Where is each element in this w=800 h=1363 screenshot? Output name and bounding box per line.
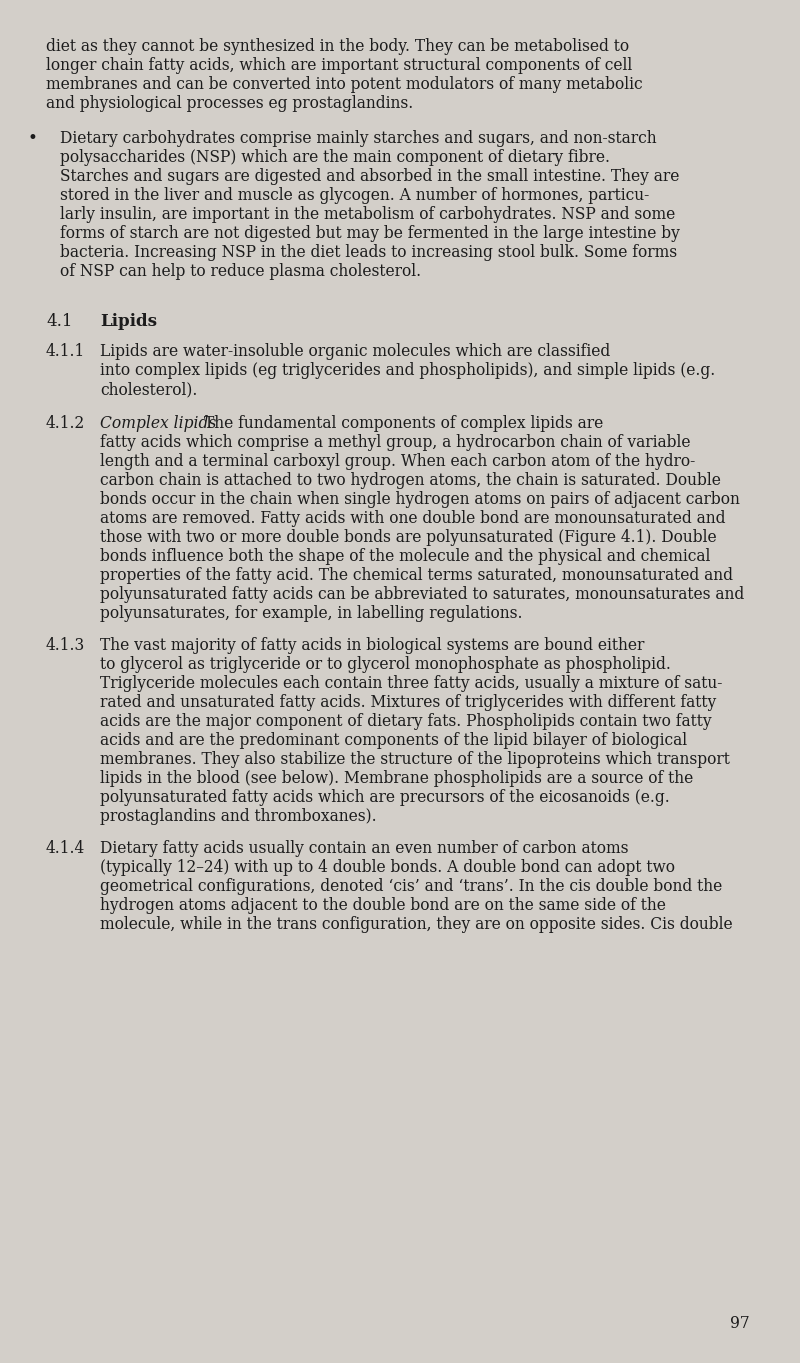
Text: rated and unsaturated fatty acids. Mixtures of triglycerides with different fatt: rated and unsaturated fatty acids. Mixtu… bbox=[100, 694, 716, 711]
Text: larly insulin, are important in the metabolism of carbohydrates. NSP and some: larly insulin, are important in the meta… bbox=[60, 206, 675, 224]
Text: to glycerol as triglyceride or to glycerol monophosphate as phospholipid.: to glycerol as triglyceride or to glycer… bbox=[100, 656, 671, 673]
Text: Dietary carbohydrates comprise mainly starches and sugars, and non-starch: Dietary carbohydrates comprise mainly st… bbox=[60, 129, 657, 147]
Text: atoms are removed. Fatty acids with one double bond are monounsaturated and: atoms are removed. Fatty acids with one … bbox=[100, 510, 726, 527]
Text: The fundamental components of complex lipids are: The fundamental components of complex li… bbox=[204, 414, 603, 432]
Text: Starches and sugars are digested and absorbed in the small intestine. They are: Starches and sugars are digested and abs… bbox=[60, 168, 679, 185]
Text: 4.1: 4.1 bbox=[46, 313, 73, 330]
Text: •: • bbox=[28, 129, 38, 147]
Text: Dietary fatty acids usually contain an even number of carbon atoms: Dietary fatty acids usually contain an e… bbox=[100, 840, 629, 857]
Text: bonds influence both the shape of the molecule and the physical and chemical: bonds influence both the shape of the mo… bbox=[100, 548, 710, 566]
Text: polyunsaturated fatty acids can be abbreviated to saturates, monounsaturates and: polyunsaturated fatty acids can be abbre… bbox=[100, 586, 744, 602]
Text: and physiological processes eg prostaglandins.: and physiological processes eg prostagla… bbox=[46, 95, 414, 112]
Text: membranes. They also stabilize the structure of the lipoproteins which transport: membranes. They also stabilize the struc… bbox=[100, 751, 730, 767]
Text: Lipids are water-insoluble organic molecules which are classified: Lipids are water-insoluble organic molec… bbox=[100, 343, 610, 360]
Text: lipids in the blood (see below). Membrane phospholipids are a source of the: lipids in the blood (see below). Membran… bbox=[100, 770, 694, 786]
Text: fatty acids which comprise a methyl group, a hydrocarbon chain of variable: fatty acids which comprise a methyl grou… bbox=[100, 433, 690, 451]
Text: prostaglandins and thromboxanes).: prostaglandins and thromboxanes). bbox=[100, 808, 377, 825]
Text: forms of starch are not digested but may be fermented in the large intestine by: forms of starch are not digested but may… bbox=[60, 225, 680, 243]
Text: Triglyceride molecules each contain three fatty acids, usually a mixture of satu: Triglyceride molecules each contain thre… bbox=[100, 675, 722, 692]
Text: length and a terminal carboxyl group. When each carbon atom of the hydro-: length and a terminal carboxyl group. Wh… bbox=[100, 453, 695, 470]
Text: 97: 97 bbox=[730, 1315, 750, 1332]
Text: longer chain fatty acids, which are important structural components of cell: longer chain fatty acids, which are impo… bbox=[46, 57, 632, 74]
Text: into complex lipids (eg triglycerides and phospholipids), and simple lipids (e.g: into complex lipids (eg triglycerides an… bbox=[100, 363, 715, 379]
Text: cholesterol).: cholesterol). bbox=[100, 382, 198, 398]
Text: The vast majority of fatty acids in biological systems are bound either: The vast majority of fatty acids in biol… bbox=[100, 637, 644, 654]
Text: bacteria. Increasing NSP in the diet leads to increasing stool bulk. Some forms: bacteria. Increasing NSP in the diet lea… bbox=[60, 244, 677, 260]
Text: properties of the fatty acid. The chemical terms saturated, monounsaturated and: properties of the fatty acid. The chemic… bbox=[100, 567, 733, 583]
Text: molecule, while in the trans configuration, they are on opposite sides. Cis doub: molecule, while in the trans configurati… bbox=[100, 916, 733, 934]
Text: diet as they cannot be synthesized in the body. They can be metabolised to: diet as they cannot be synthesized in th… bbox=[46, 38, 629, 55]
Text: polysaccharides (NSP) which are the main component of dietary fibre.: polysaccharides (NSP) which are the main… bbox=[60, 149, 610, 166]
Text: 4.1.2: 4.1.2 bbox=[46, 414, 86, 432]
Text: those with two or more double bonds are polyunsaturated (Figure 4.1). Double: those with two or more double bonds are … bbox=[100, 529, 717, 547]
Text: 4.1.3: 4.1.3 bbox=[46, 637, 86, 654]
Text: carbon chain is attached to two hydrogen atoms, the chain is saturated. Double: carbon chain is attached to two hydrogen… bbox=[100, 472, 721, 489]
Text: 4.1.1: 4.1.1 bbox=[46, 343, 86, 360]
Text: bonds occur in the chain when single hydrogen atoms on pairs of adjacent carbon: bonds occur in the chain when single hyd… bbox=[100, 491, 740, 508]
Text: geometrical configurations, denoted ‘cis’ and ‘trans’. In the cis double bond th: geometrical configurations, denoted ‘cis… bbox=[100, 878, 722, 895]
Text: acids and are the predominant components of the lipid bilayer of biological: acids and are the predominant components… bbox=[100, 732, 687, 750]
Text: hydrogen atoms adjacent to the double bond are on the same side of the: hydrogen atoms adjacent to the double bo… bbox=[100, 897, 666, 915]
Text: Complex lipids: Complex lipids bbox=[100, 414, 216, 432]
Text: (typically 12–24) with up to 4 double bonds. A double bond can adopt two: (typically 12–24) with up to 4 double bo… bbox=[100, 859, 675, 876]
Text: membranes and can be converted into potent modulators of many metabolic: membranes and can be converted into pote… bbox=[46, 76, 642, 93]
Text: polyunsaturates, for example, in labelling regulations.: polyunsaturates, for example, in labelli… bbox=[100, 605, 522, 622]
Text: of NSP can help to reduce plasma cholesterol.: of NSP can help to reduce plasma cholest… bbox=[60, 263, 421, 279]
Text: stored in the liver and muscle as glycogen. A number of hormones, particu-: stored in the liver and muscle as glycog… bbox=[60, 187, 650, 204]
Text: acids are the major component of dietary fats. Phospholipids contain two fatty: acids are the major component of dietary… bbox=[100, 713, 712, 731]
Text: 4.1.4: 4.1.4 bbox=[46, 840, 86, 857]
Text: Lipids: Lipids bbox=[100, 313, 157, 330]
Text: polyunsaturated fatty acids which are precursors of the eicosanoids (e.g.: polyunsaturated fatty acids which are pr… bbox=[100, 789, 670, 806]
